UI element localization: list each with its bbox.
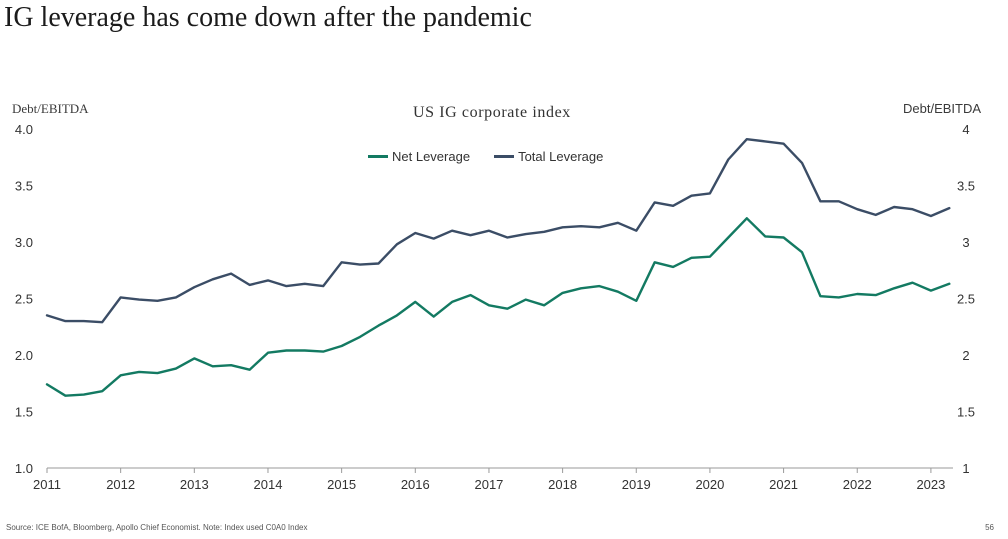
x-tick-label-2015: 2015 [327,477,356,492]
legend-item-total-leverage: Total Leverage [494,149,603,164]
y-left-tick-label-2.5: 2.5 [15,292,33,307]
y-left-tick-label-4.0: 4.0 [15,122,33,137]
x-tick-label-2013: 2013 [180,477,209,492]
chart-legend: Net Leverage Total Leverage [368,149,603,164]
y-left-tick-label-3.0: 3.0 [15,235,33,250]
right-axis-title: Debt/EBITDA [903,101,982,116]
x-tick-label-2014: 2014 [254,477,283,492]
chart-title: US IG corporate index [413,104,571,121]
x-tick-label-2020: 2020 [695,477,724,492]
y-left-tick-label-3.5: 3.5 [15,179,33,194]
y-right-tick-label-4: 4 [962,122,969,137]
legend-swatch-net-leverage [368,155,388,158]
y-right-tick-label-3.5: 3.5 [957,179,975,194]
x-tick-label-2012: 2012 [106,477,135,492]
y-right-tick-label-3: 3 [962,235,969,250]
left-axis-title: Debt/EBITDA [12,101,89,116]
y-right-tick-label-1: 1 [962,461,969,476]
y-left-tick-label-1.5: 1.5 [15,405,33,420]
y-left-tick-label-2.0: 2.0 [15,348,33,363]
legend-label-total-leverage: Total Leverage [518,149,604,164]
source-note: Source: ICE BofA, Bloomberg, Apollo Chie… [6,523,308,532]
y-right-tick-label-2.5: 2.5 [957,292,975,307]
legend-swatch-total-leverage [494,155,515,158]
y-right-tick-label-1.5: 1.5 [957,405,975,420]
page-title: IG leverage has come down after the pand… [4,2,532,33]
y-left-tick-label-1.0: 1.0 [15,461,33,476]
y-right-tick-label-2: 2 [962,348,969,363]
x-tick-label-2016: 2016 [401,477,430,492]
series-line-total-leverage [45,137,951,324]
series-line-net-leverage [45,217,951,397]
x-tick-label-2023: 2023 [916,477,945,492]
x-tick-label-2022: 2022 [843,477,872,492]
x-tick-label-2011: 2011 [33,477,61,492]
legend-item-net-leverage: Net Leverage [368,149,470,164]
x-tick-label-2019: 2019 [622,477,651,492]
page-number: 56 [985,523,994,532]
legend-label-net-leverage: Net Leverage [392,149,471,164]
x-tick-label-2021: 2021 [769,477,798,492]
x-tick-label-2018: 2018 [548,477,577,492]
x-tick-label-2017: 2017 [474,477,503,492]
